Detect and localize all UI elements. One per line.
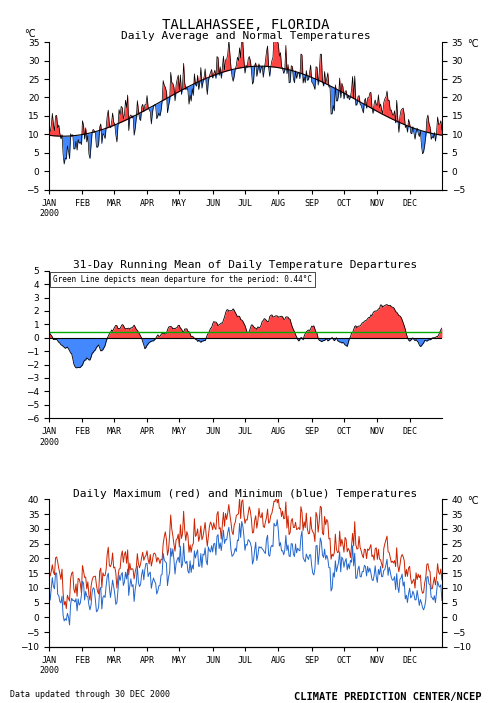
Text: TALLAHASSEE, FLORIDA: TALLAHASSEE, FLORIDA [162, 18, 329, 32]
Text: Green Line depicts mean departure for the period: 0.44°C: Green Line depicts mean departure for th… [53, 275, 312, 284]
Y-axis label: °C: °C [467, 496, 479, 506]
Y-axis label: °C: °C [467, 39, 479, 49]
Text: CLIMATE PREDICTION CENTER/NCEP: CLIMATE PREDICTION CENTER/NCEP [294, 692, 481, 702]
Title: Daily Average and Normal Temperatures: Daily Average and Normal Temperatures [121, 32, 370, 41]
Title: 31-Day Running Mean of Daily Temperature Departures: 31-Day Running Mean of Daily Temperature… [73, 260, 418, 270]
Text: Data updated through 30 DEC 2000: Data updated through 30 DEC 2000 [10, 690, 170, 699]
Title: Daily Maximum (red) and Minimum (blue) Temperatures: Daily Maximum (red) and Minimum (blue) T… [73, 489, 418, 498]
Y-axis label: °C: °C [24, 30, 35, 39]
